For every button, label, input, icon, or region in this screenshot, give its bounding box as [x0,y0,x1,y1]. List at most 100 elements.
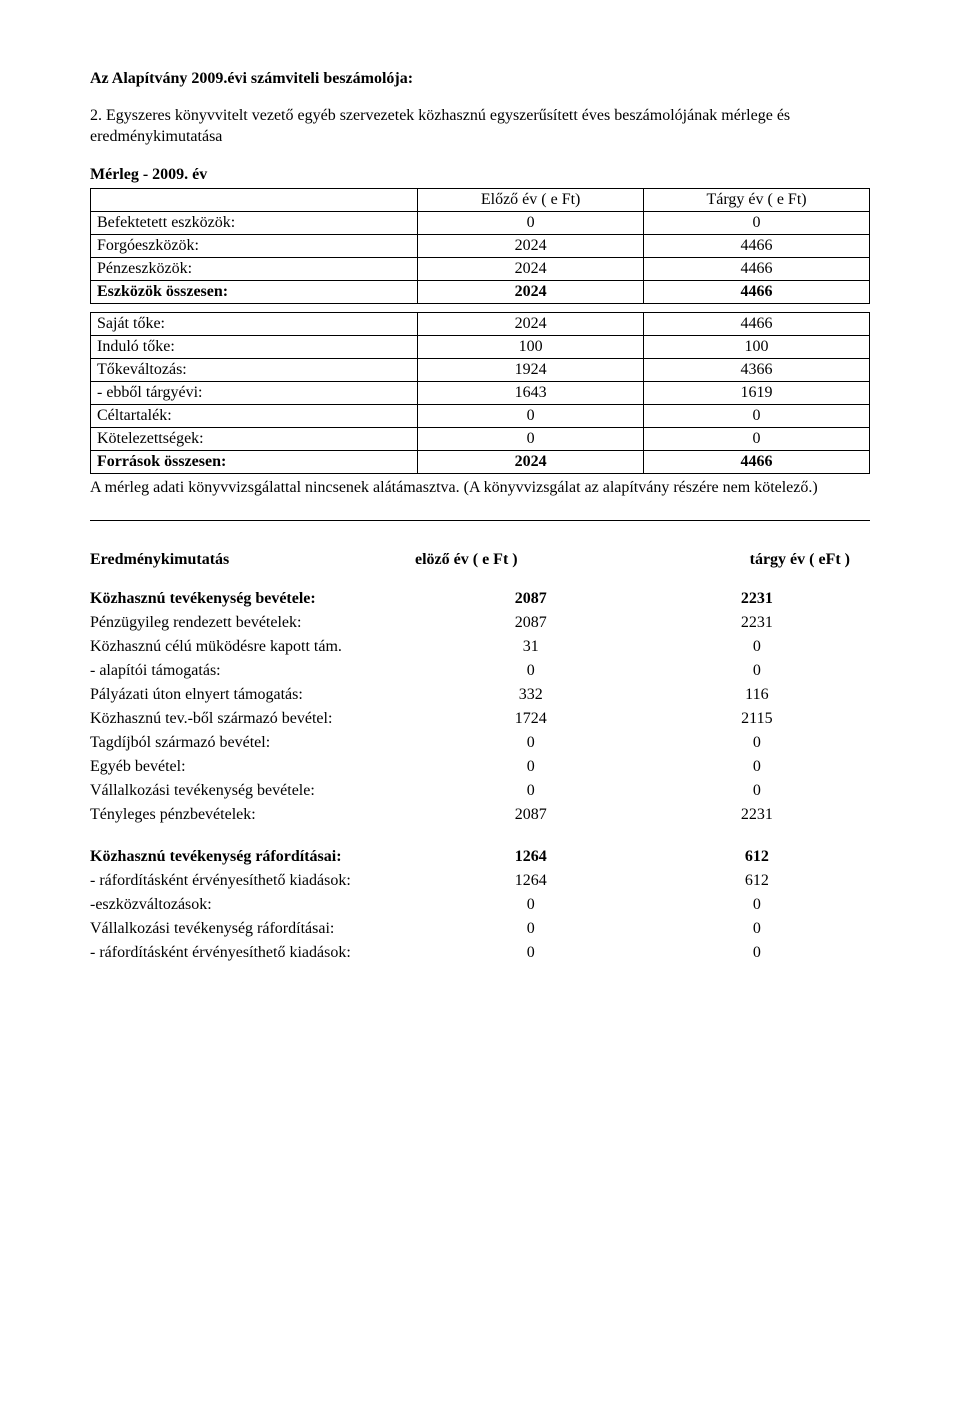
row-prev: 100 [418,335,644,358]
income-row: Pályázati úton elnyert támogatás: 332 11… [90,683,870,707]
row-prev: 0 [418,427,644,450]
row-prev: 0 [418,659,644,683]
table-row: - ebből tárgyévi: 1643 1619 [91,381,870,404]
income-header: Eredménykimutatás elöző év ( e Ft ) tárg… [90,551,870,569]
income-block-2: Közhasznú tevékenység ráfordításai: 1264… [90,845,870,965]
page-title: Az Alapítvány 2009.évi számviteli beszám… [90,70,870,88]
row-label: Tagdíjból származó bevétel: [90,731,418,755]
row-label: Közhasznú tevékenység bevétele: [90,587,418,611]
row-prev: 1264 [418,869,644,893]
row-label: Pénzügyileg rendezett bevételek: [90,611,418,635]
row-curr: 0 [644,755,870,779]
row-curr: 0 [644,404,870,427]
row-label: Saját tőke: [91,312,418,335]
row-curr: 4466 [644,312,870,335]
row-curr: 0 [644,917,870,941]
row-label: Vállalkozási tevékenység ráfordításai: [90,917,418,941]
income-row: Közhasznú tev.-ből származó bevétel: 172… [90,707,870,731]
table-row: Tőkeváltozás: 1924 4366 [91,358,870,381]
row-prev: 1643 [418,381,644,404]
income-row: Közhasznú tevékenység ráfordításai: 1264… [90,845,870,869]
row-curr: 100 [644,335,870,358]
row-prev: 0 [418,917,644,941]
row-label: - alapítói támogatás: [90,659,418,683]
row-label: Egyéb bevétel: [90,755,418,779]
row-prev: 2024 [418,450,644,473]
income-row: -eszközváltozások: 0 0 [90,893,870,917]
row-prev: 1724 [418,707,644,731]
table-header-empty [91,188,418,211]
row-prev: 1264 [418,845,644,869]
row-curr: 4466 [644,450,870,473]
row-label: Befektetett eszközök: [91,211,418,234]
row-label: Céltartalék: [91,404,418,427]
row-label: Közhasznú tev.-ből származó bevétel: [90,707,418,731]
row-label: Eszközök összesen: [91,280,418,303]
row-label: Pénzeszközök: [91,257,418,280]
income-row: Közhasznú tevékenység bevétele: 2087 223… [90,587,870,611]
balance-table-1: Előző év ( e Ft) Tárgy év ( e Ft) Befekt… [90,188,870,304]
row-prev: 2087 [418,587,644,611]
table-row: Céltartalék: 0 0 [91,404,870,427]
row-prev: 0 [418,755,644,779]
row-label: Közhasznú tevékenység ráfordításai: [90,845,418,869]
income-row: - ráfordításként érvényesíthető kiadások… [90,869,870,893]
income-row: Tényleges pénzbevételek: 2087 2231 [90,803,870,827]
row-prev: 2024 [418,312,644,335]
income-row: Tagdíjból származó bevétel: 0 0 [90,731,870,755]
row-curr: 0 [644,893,870,917]
row-prev: 0 [418,893,644,917]
row-curr: 4466 [644,234,870,257]
table-row: Saját tőke: 2024 4466 [91,312,870,335]
table-row: Pénzeszközök: 2024 4466 [91,257,870,280]
income-block-1: Közhasznú tevékenység bevétele: 2087 223… [90,587,870,827]
row-curr: 1619 [644,381,870,404]
income-header-prev: elöző év ( e Ft ) [405,551,633,569]
row-label: Forgóeszközök: [91,234,418,257]
income-row: Vállalkozási tevékenység bevétele: 0 0 [90,779,870,803]
row-prev: 0 [418,779,644,803]
table-row-total: Eszközök összesen: 2024 4466 [91,280,870,303]
row-prev: 1924 [418,358,644,381]
row-prev: 2024 [418,234,644,257]
row-curr: 2115 [644,707,870,731]
table-row: Forgóeszközök: 2024 4466 [91,234,870,257]
row-label: Induló tőke: [91,335,418,358]
row-label: - ebből tárgyévi: [91,381,418,404]
row-curr: 612 [644,845,870,869]
row-label: Források összesen: [91,450,418,473]
table-row-total: Források összesen: 2024 4466 [91,450,870,473]
table-header-curr: Tárgy év ( e Ft) [644,188,870,211]
row-label: - ráfordításként érvényesíthető kiadások… [90,869,418,893]
row-label: Pályázati úton elnyert támogatás: [90,683,418,707]
table-row: Befektetett eszközök: 0 0 [91,211,870,234]
row-curr: 0 [644,635,870,659]
table-row: Induló tőke: 100 100 [91,335,870,358]
report-subtitle: 2. Egyszeres könyvvitelt vezető egyéb sz… [90,106,870,148]
row-curr: 612 [644,869,870,893]
income-row: - ráfordításként érvényesíthető kiadások… [90,941,870,965]
row-curr: 0 [644,941,870,965]
table-header-prev: Előző év ( e Ft) [418,188,644,211]
income-row: Egyéb bevétel: 0 0 [90,755,870,779]
income-row: - alapítói támogatás: 0 0 [90,659,870,683]
row-curr: 4366 [644,358,870,381]
row-label: - ráfordításként érvényesíthető kiadások… [90,941,418,965]
row-prev: 2024 [418,280,644,303]
row-prev: 2024 [418,257,644,280]
row-label: Tényleges pénzbevételek: [90,803,418,827]
income-row: Közhasznú célú müködésre kapott tám. 31 … [90,635,870,659]
row-prev: 2087 [418,803,644,827]
row-curr: 116 [644,683,870,707]
row-curr: 0 [644,779,870,803]
row-prev: 31 [418,635,644,659]
balance-table-2: Saját tőke: 2024 4466 Induló tőke: 100 1… [90,312,870,474]
row-label: -eszközváltozások: [90,893,418,917]
row-prev: 0 [418,731,644,755]
row-curr: 2231 [644,803,870,827]
income-row: Vállalkozási tevékenység ráfordításai: 0… [90,917,870,941]
row-label: Tőkeváltozás: [91,358,418,381]
row-prev: 0 [418,941,644,965]
row-label: Közhasznú célú müködésre kapott tám. [90,635,418,659]
row-curr: 4466 [644,257,870,280]
